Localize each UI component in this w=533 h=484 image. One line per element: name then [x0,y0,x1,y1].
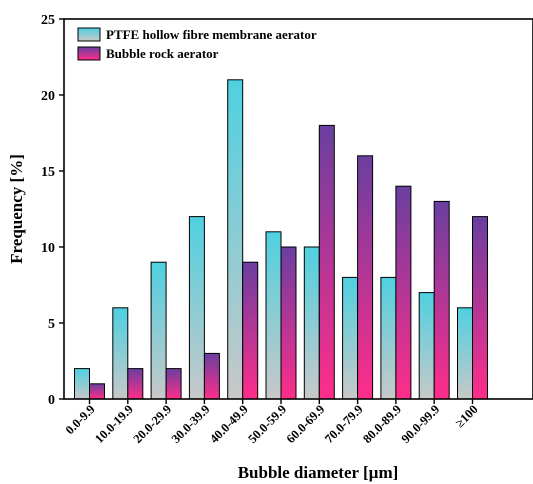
bar-bubble-rock [280,246,297,400]
x-axis: 0.0-9.910.0-19.920.0-29.930.0-39.940.0-4… [63,399,481,446]
x-tick-label: 30.0-39.9 [169,402,213,446]
legend-swatch-bubble-rock [77,46,101,61]
bar-bubble-rock [165,368,182,400]
bar-bubble-rock [357,155,374,400]
y-axis: 0 5 10 15 20 25 [41,13,64,408]
x-tick-label: 80.0-89.9 [360,402,404,446]
legend: PTFE hollow fibre membrane aerator Bubbl… [77,27,317,61]
bar-bubble-rock [203,352,220,400]
x-tick-label: 40.0-49.9 [207,402,251,446]
bar-bubble-rock [242,261,259,400]
bar-bubble-rock [395,185,412,400]
y-tick-label: 25 [41,13,55,28]
bar-ptfe [227,79,244,400]
bar-bubble-rock [89,383,105,400]
legend-swatch-ptfe [77,27,101,42]
bar-ptfe [188,216,205,400]
plot-frame [63,18,533,400]
y-axis-title: Frequency [%] [7,154,26,264]
bar-bubble-rock [472,216,488,400]
y-tick-label: 5 [48,317,55,332]
bar-bubble-rock [433,200,450,400]
bar-bubble-rock [318,124,335,400]
y-tick-label: 10 [41,241,55,256]
x-tick-label: 50.0-59.9 [245,402,289,446]
bar-ptfe [380,276,397,400]
legend-label-ptfe: PTFE hollow fibre membrane aerator [106,27,317,42]
bar-ptfe [112,307,129,400]
bar-ptfe [342,276,359,400]
bar-ptfe [265,231,282,400]
x-axis-title: Bubble diameter [µm] [238,463,399,482]
bar-ptfe [74,368,90,400]
x-tick-label: 60.0-69.9 [284,402,328,446]
bar-ptfe [418,292,435,400]
x-tick-label: 90.0-99.9 [399,402,443,446]
x-tick-label: 20.0-29.9 [130,402,174,446]
y-tick-label: 15 [41,165,55,180]
x-tick-label: 70.0-79.9 [322,402,366,446]
x-tick-label: 0.0-9.9 [63,402,98,437]
x-tick-label: 10.0-19.9 [92,402,136,446]
bar-bubble-rock [127,368,144,400]
bar-ptfe [303,246,320,400]
legend-label-bubble-rock: Bubble rock aerator [106,46,219,61]
x-tick-label: ≥100 [453,402,481,430]
y-tick-label: 20 [41,89,55,104]
y-tick-label: 0 [48,393,55,408]
bar-ptfe [457,307,473,400]
bar-ptfe [150,261,167,400]
plot-area [74,79,488,400]
